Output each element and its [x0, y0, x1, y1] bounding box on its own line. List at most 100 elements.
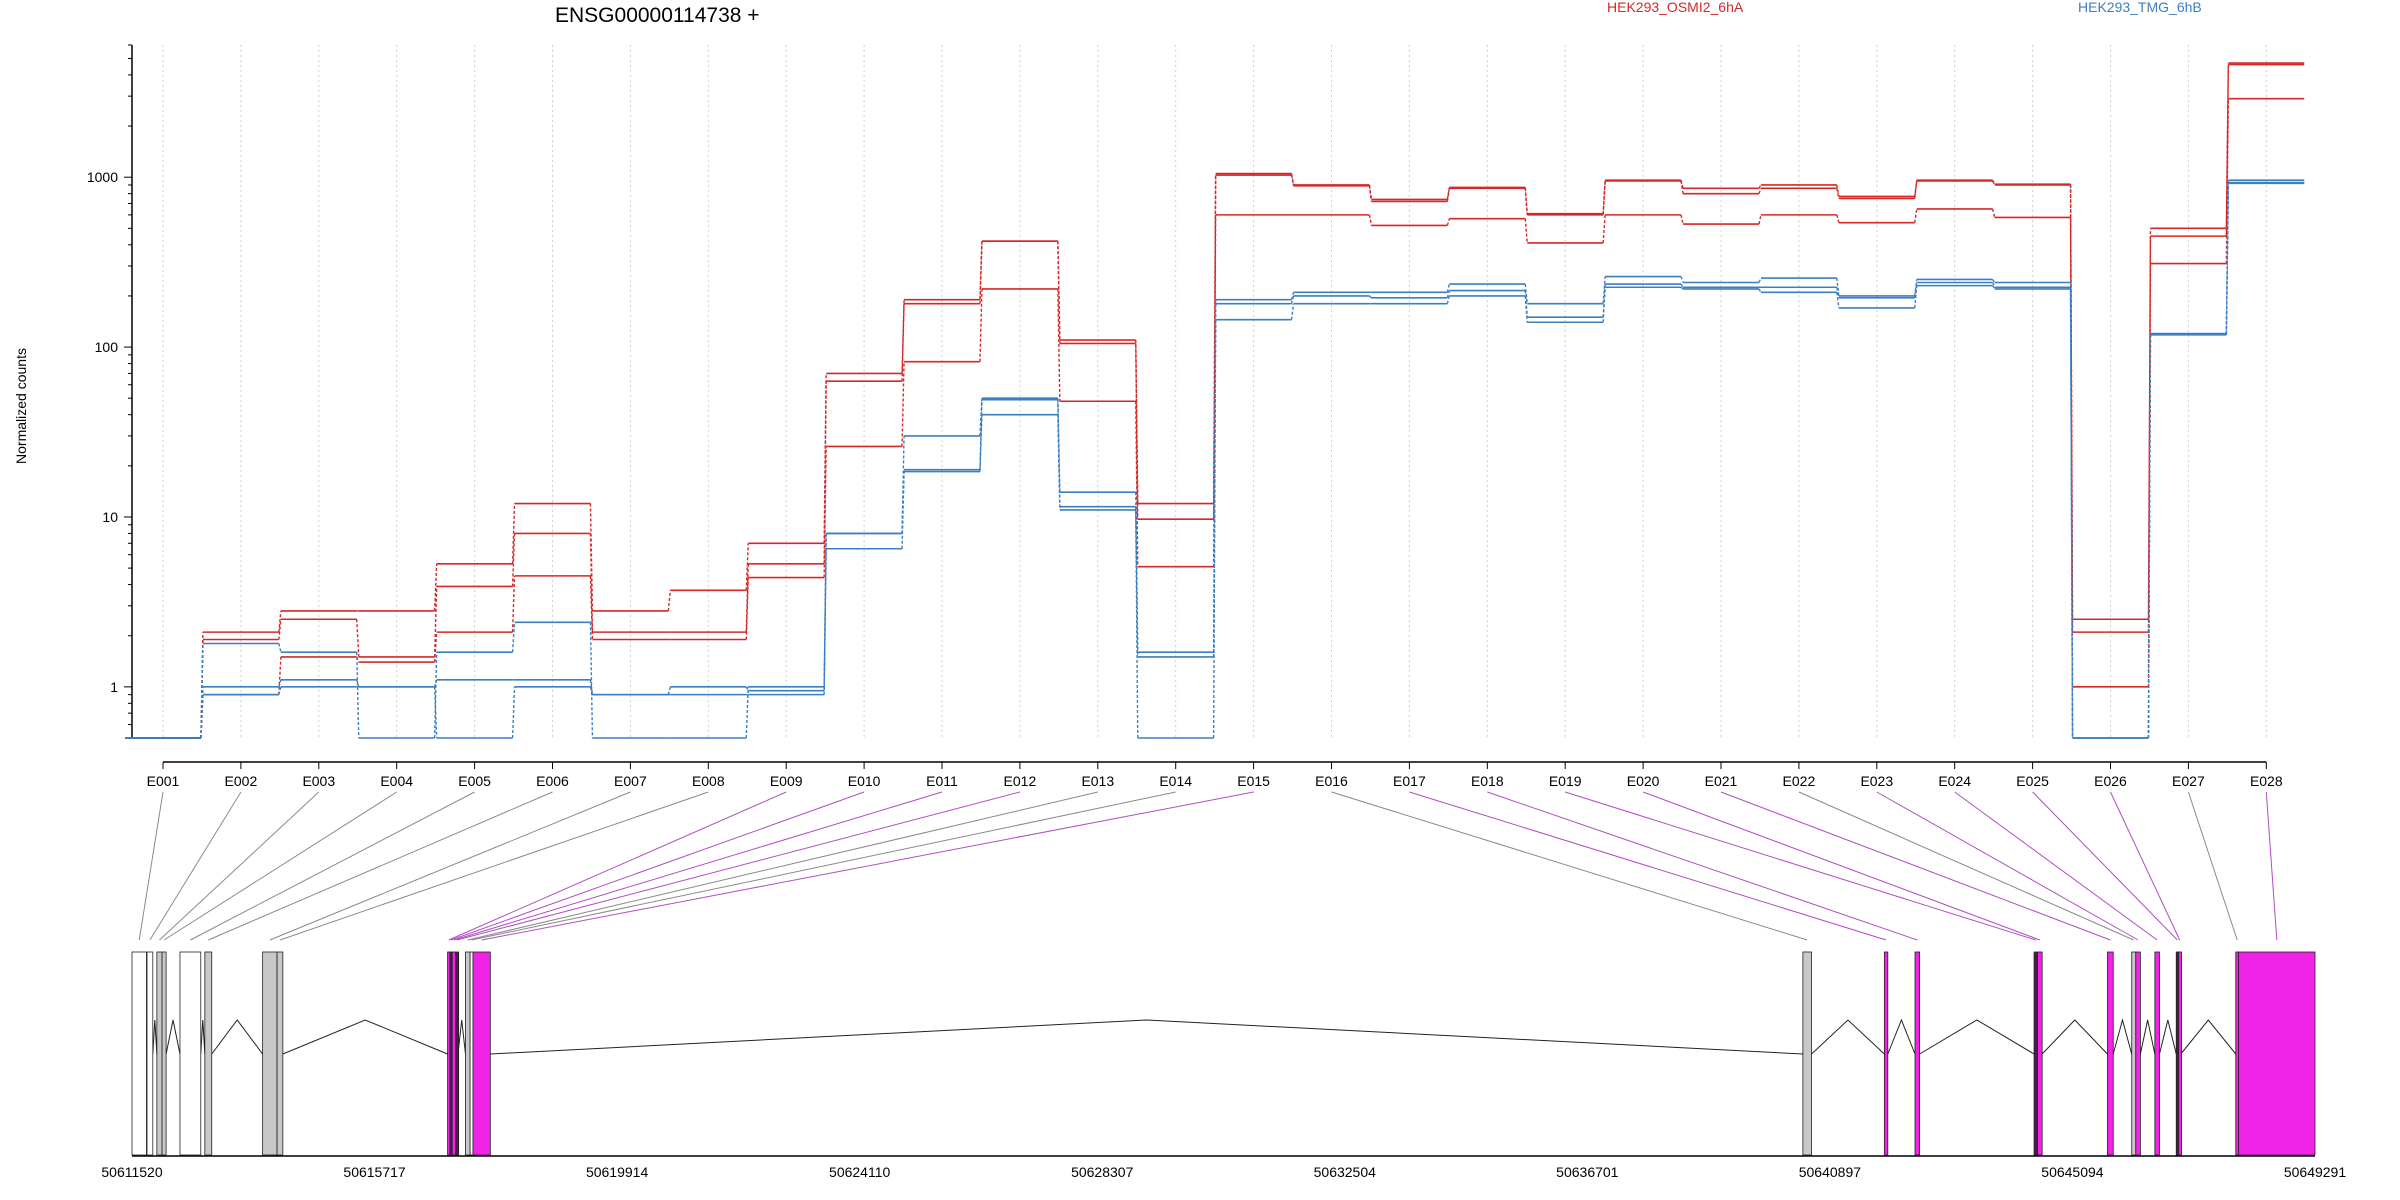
intron-line: [2112, 1018, 2133, 1055]
exon-bin-label: E010: [848, 773, 881, 789]
bin-connector: [1954, 791, 2158, 941]
exon-rect: [472, 951, 491, 1156]
exon-bin-label: E006: [536, 773, 569, 789]
exon-bin-label: E025: [2016, 773, 2049, 789]
genomic-coordinate-label: 50611520: [101, 1164, 162, 1180]
exon-rect: [1802, 951, 1812, 1156]
exon-bin-label: E023: [1860, 773, 1893, 789]
y-tick-label: 100: [95, 339, 119, 355]
exon-bin-label: E017: [1393, 773, 1426, 789]
exon-rect: [2131, 951, 2137, 1156]
intron-line: [200, 1019, 206, 1055]
exon-bin-label: E004: [380, 773, 413, 789]
y-tick-label: 1000: [87, 169, 118, 185]
exon-rect: [2107, 951, 2114, 1156]
series-line-5: [125, 182, 2305, 739]
bin-connector: [467, 791, 1098, 941]
bin-connector: [481, 791, 1254, 941]
legend-label-tmg: HEK293_TMG_6hB: [2078, 0, 2202, 15]
bin-connector: [190, 791, 475, 941]
intron-line: [282, 1019, 448, 1055]
genomic-coordinate-label: 50628307: [1071, 1164, 1134, 1180]
exon-rect: [146, 951, 154, 1156]
exon-bin-label: E026: [2094, 773, 2127, 789]
exon-rect: [1914, 951, 1921, 1156]
bin-connector: [2187, 791, 2238, 941]
exon-rect: [131, 951, 147, 1156]
exon-bin-connectors: [138, 791, 2278, 941]
genomic-coordinate-label: 50649291: [2284, 1164, 2347, 1180]
exon-bin-label: E001: [147, 773, 180, 789]
exon-bin-label: E013: [1081, 773, 1114, 789]
genomic-coordinate-label: 50619914: [586, 1164, 649, 1180]
exon-bin-label: E014: [1159, 773, 1192, 789]
genomic-coordinate-label: 50636701: [1556, 1164, 1619, 1180]
exon-bin-label: E027: [2172, 773, 2205, 789]
exon-rect: [156, 951, 163, 1156]
exon-bin-label: E005: [458, 773, 491, 789]
exon-bin-label: E019: [1549, 773, 1582, 789]
bin-connector: [456, 791, 1021, 941]
bin-connector: [1642, 791, 2041, 941]
exon-bin-label: E020: [1627, 773, 1660, 789]
bin-connector: [1720, 791, 2111, 941]
exon-bin-label: E022: [1783, 773, 1816, 789]
genomic-coordinate-label: 50615717: [343, 1164, 406, 1180]
bin-connector: [1565, 791, 2036, 941]
intron-line: [165, 1019, 181, 1055]
chart-title: ENSG00000114738 +: [555, 4, 760, 27]
y-axis-label: Normalized counts: [13, 348, 29, 464]
exon-rect: [2238, 951, 2316, 1156]
bin-connector: [279, 791, 709, 941]
exon-bin-label: E021: [1705, 773, 1738, 789]
series-lines: [125, 62, 2305, 739]
grid-lines: [162, 45, 2267, 740]
genomic-coordinate-label: 50640897: [1799, 1164, 1862, 1180]
exon-bin-label: E024: [1938, 773, 1971, 789]
bin-connector: [1798, 791, 2134, 941]
intron-line: [2041, 1019, 2108, 1055]
exon-rect: [2037, 951, 2043, 1156]
intron-line: [1811, 1019, 1885, 1055]
exon-rect: [204, 951, 213, 1156]
exon-rect: [465, 951, 471, 1156]
exon-rect: [2154, 951, 2160, 1156]
bin-connector: [1876, 791, 2139, 941]
bin-connector: [453, 791, 943, 941]
bin-connector: [2032, 791, 2178, 941]
intron-line: [457, 1019, 466, 1055]
intron-line: [2158, 1019, 2177, 1055]
intron-line: [2180, 1019, 2237, 1055]
bin-connector: [1487, 791, 1918, 941]
exon-rect: [161, 951, 167, 1156]
exon-bin-label: E008: [692, 773, 725, 789]
exon-rect: [2135, 951, 2141, 1156]
axes: 1 10 100 1000 E001 E002 E003 E004 E005 E006 E007 E0…: [87, 44, 2283, 789]
bin-connector: [2265, 791, 2278, 941]
exon-bin-label: E015: [1237, 773, 1270, 789]
genomic-coordinate-label: 50645094: [2041, 1164, 2104, 1180]
exon-bin-label: E016: [1315, 773, 1348, 789]
bin-connector: [138, 791, 164, 941]
exon-rect: [455, 951, 460, 1156]
bin-connector: [450, 791, 865, 941]
exon-bin-label: E011: [926, 773, 958, 789]
exon-rect: [179, 951, 202, 1156]
bin-connector: [2110, 791, 2181, 941]
exon-bin-label: E018: [1471, 773, 1504, 789]
exon-bin-label: E003: [302, 773, 335, 789]
intron-line: [490, 1019, 1803, 1055]
bin-connector: [208, 791, 553, 941]
genomic-coordinate-label: 50624110: [829, 1164, 890, 1180]
exon-rect: [276, 951, 284, 1156]
exon-rect: [1883, 951, 1889, 1156]
bin-connector: [159, 791, 320, 941]
exon-rect: [2178, 951, 2182, 1156]
bin-connector: [448, 791, 787, 941]
bin-connector: [163, 791, 397, 941]
intron-line: [211, 1019, 264, 1055]
intron-line: [2139, 1019, 2156, 1055]
exon-bin-label: E002: [225, 773, 258, 789]
exon-bin-label: E012: [1004, 773, 1037, 789]
